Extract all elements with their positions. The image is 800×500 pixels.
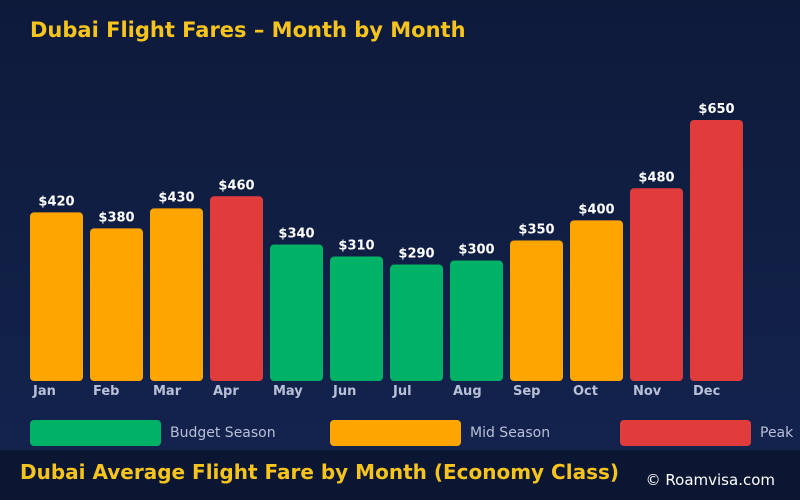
- x-tick-label-dec: Dec: [693, 384, 720, 399]
- x-tick-label-jun: Jun: [332, 384, 356, 399]
- bar-may: [270, 244, 323, 381]
- value-label-may: $340: [278, 226, 314, 241]
- bar-feb: [90, 228, 143, 381]
- x-tick-label-oct: Oct: [573, 384, 598, 399]
- x-tick-label-feb: Feb: [93, 384, 119, 399]
- x-tick-label-apr: Apr: [213, 384, 239, 399]
- value-label-dec: $650: [698, 102, 734, 117]
- legend: Budget Season Mid Season Peak: [0, 420, 800, 446]
- x-tick-label-jan: Jan: [32, 384, 56, 399]
- footer-banner: Dubai Average Flight Fare by Month (Econ…: [0, 450, 800, 500]
- value-label-apr: $460: [218, 178, 254, 193]
- x-tick-label-aug: Aug: [453, 384, 482, 399]
- chart-title: Dubai Flight Fares – Month by Month: [30, 18, 466, 42]
- value-label-jul: $290: [398, 247, 434, 262]
- bar-jan: [30, 212, 83, 381]
- x-tick-label-sep: Sep: [513, 384, 541, 399]
- legend-swatch-peak: [620, 420, 751, 446]
- value-label-mar: $430: [158, 190, 194, 205]
- value-label-jan: $420: [38, 194, 74, 209]
- legend-swatch-mid: [330, 420, 461, 446]
- x-tick-label-nov: Nov: [633, 384, 662, 399]
- x-tick-label-jul: Jul: [392, 384, 412, 399]
- value-label-jun: $310: [338, 239, 374, 254]
- bar-sep: [510, 240, 563, 381]
- footer-title: Dubai Average Flight Fare by Month (Econ…: [20, 460, 620, 484]
- bar-jun: [330, 256, 383, 381]
- bar-dec: [690, 120, 743, 381]
- x-tick-label-mar: Mar: [153, 384, 182, 399]
- x-tick-label-may: May: [273, 384, 303, 399]
- value-label-sep: $350: [518, 222, 554, 237]
- bar-mar: [150, 208, 203, 381]
- value-label-feb: $380: [98, 210, 134, 225]
- bar-jul: [390, 264, 443, 381]
- value-label-aug: $300: [458, 243, 494, 258]
- footer-credit: © Roamvisa.com: [645, 471, 775, 489]
- legend-label-mid: Mid Season: [470, 425, 551, 441]
- bar-nov: [630, 188, 683, 381]
- bar-apr: [210, 196, 263, 381]
- legend-swatch-budget: [30, 420, 161, 446]
- bar-aug: [450, 260, 503, 381]
- value-label-nov: $480: [638, 170, 674, 185]
- legend-label-budget: Budget Season: [170, 425, 276, 441]
- value-label-oct: $400: [578, 202, 614, 217]
- bar-oct: [570, 220, 623, 381]
- bar-chart: $420 Jan $380 Feb $430 Mar $460 Apr $340 May $310 J…: [30, 102, 743, 399]
- legend-label-peak: Peak: [760, 425, 794, 441]
